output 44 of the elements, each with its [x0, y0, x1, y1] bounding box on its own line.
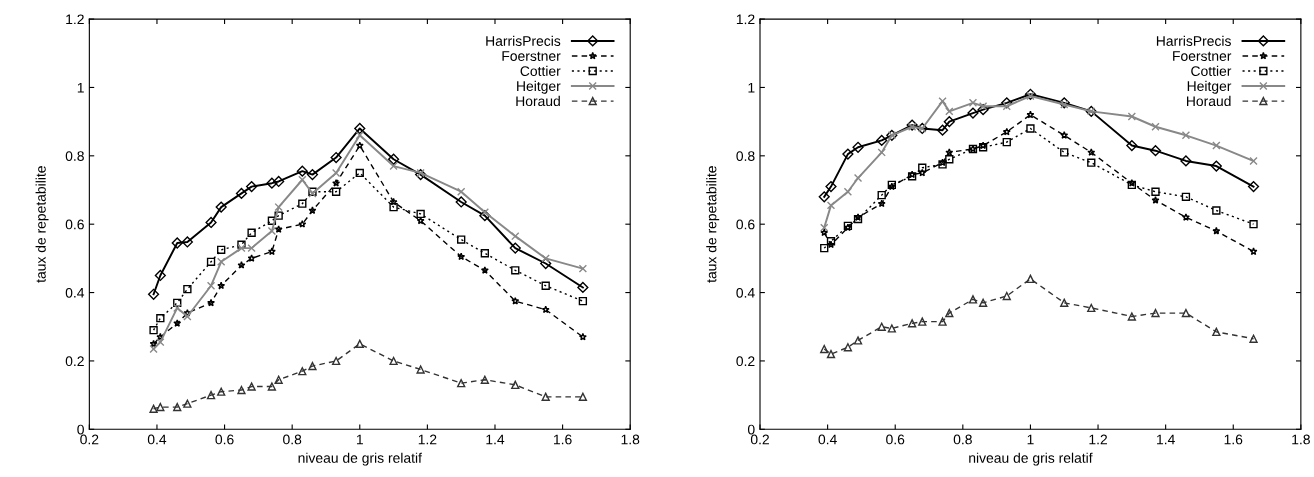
x-tick-label: 0.6: [215, 434, 234, 445]
y-tick-label: 0.2: [736, 356, 755, 367]
y-tick-label: 0.8: [65, 151, 84, 161]
y-tick-label: 0.4: [736, 287, 755, 298]
x-tick-label: 1.6: [1224, 434, 1243, 445]
y-tick-label: 0.2: [65, 356, 84, 367]
x-tick-label: 1.2: [1089, 434, 1107, 445]
y-tick-label: 0: [747, 424, 755, 435]
x-tick-label: 0.8: [953, 434, 972, 445]
legend-label: Horaud: [516, 95, 560, 107]
x-axis-title: niveau de gris relatif: [298, 452, 422, 466]
y-tick-label: 1: [748, 82, 755, 93]
y-tick-label: 1: [77, 82, 84, 93]
legend-label: Heitger: [1187, 80, 1232, 94]
x-tick-label: 1.8: [621, 434, 640, 445]
legend-label: Cottier: [1191, 65, 1232, 77]
x-tick-label: 0.6: [886, 434, 905, 445]
y-tick-label: 0.4: [65, 287, 85, 298]
y-tick-label: 1.2: [66, 14, 84, 25]
y-axis-title: taux de repetabilite: [706, 166, 720, 283]
legend-label: Foerstner: [502, 51, 561, 61]
x-tick-label: 1.4: [486, 434, 505, 445]
x-tick-label: 1.2: [418, 434, 437, 445]
legend-label: Horaud: [1187, 95, 1231, 107]
x-axis-title: niveau de gris relatif: [969, 452, 1093, 466]
legend-label: HarrisPrecis: [1156, 35, 1231, 46]
legend-label: Foerstner: [1173, 51, 1232, 61]
y-tick-label: 0.6: [736, 219, 755, 230]
x-tick-label: 0.4: [818, 434, 837, 445]
y-tick-label: 1.2: [736, 14, 755, 25]
legend-label: Heitger: [517, 80, 561, 94]
legend-label: Cottier: [520, 65, 561, 77]
y-tick-label: 0.6: [65, 219, 84, 230]
y-tick-label: 0.8: [736, 151, 755, 161]
x-tick-label: 1: [1027, 434, 1034, 445]
x-tick-label: 1: [356, 434, 363, 445]
x-tick-label: 0.4: [147, 434, 167, 445]
y-tick-label: 0: [77, 424, 84, 435]
x-tick-label: 1.8: [1292, 434, 1310, 445]
x-tick-label: 1.6: [554, 434, 572, 445]
legend-label: HarrisPrecis: [486, 35, 561, 46]
y-axis-title: taux de repetabilite: [35, 166, 49, 283]
x-tick-label: 1.4: [1157, 434, 1175, 445]
x-tick-label: 0.8: [283, 434, 302, 445]
